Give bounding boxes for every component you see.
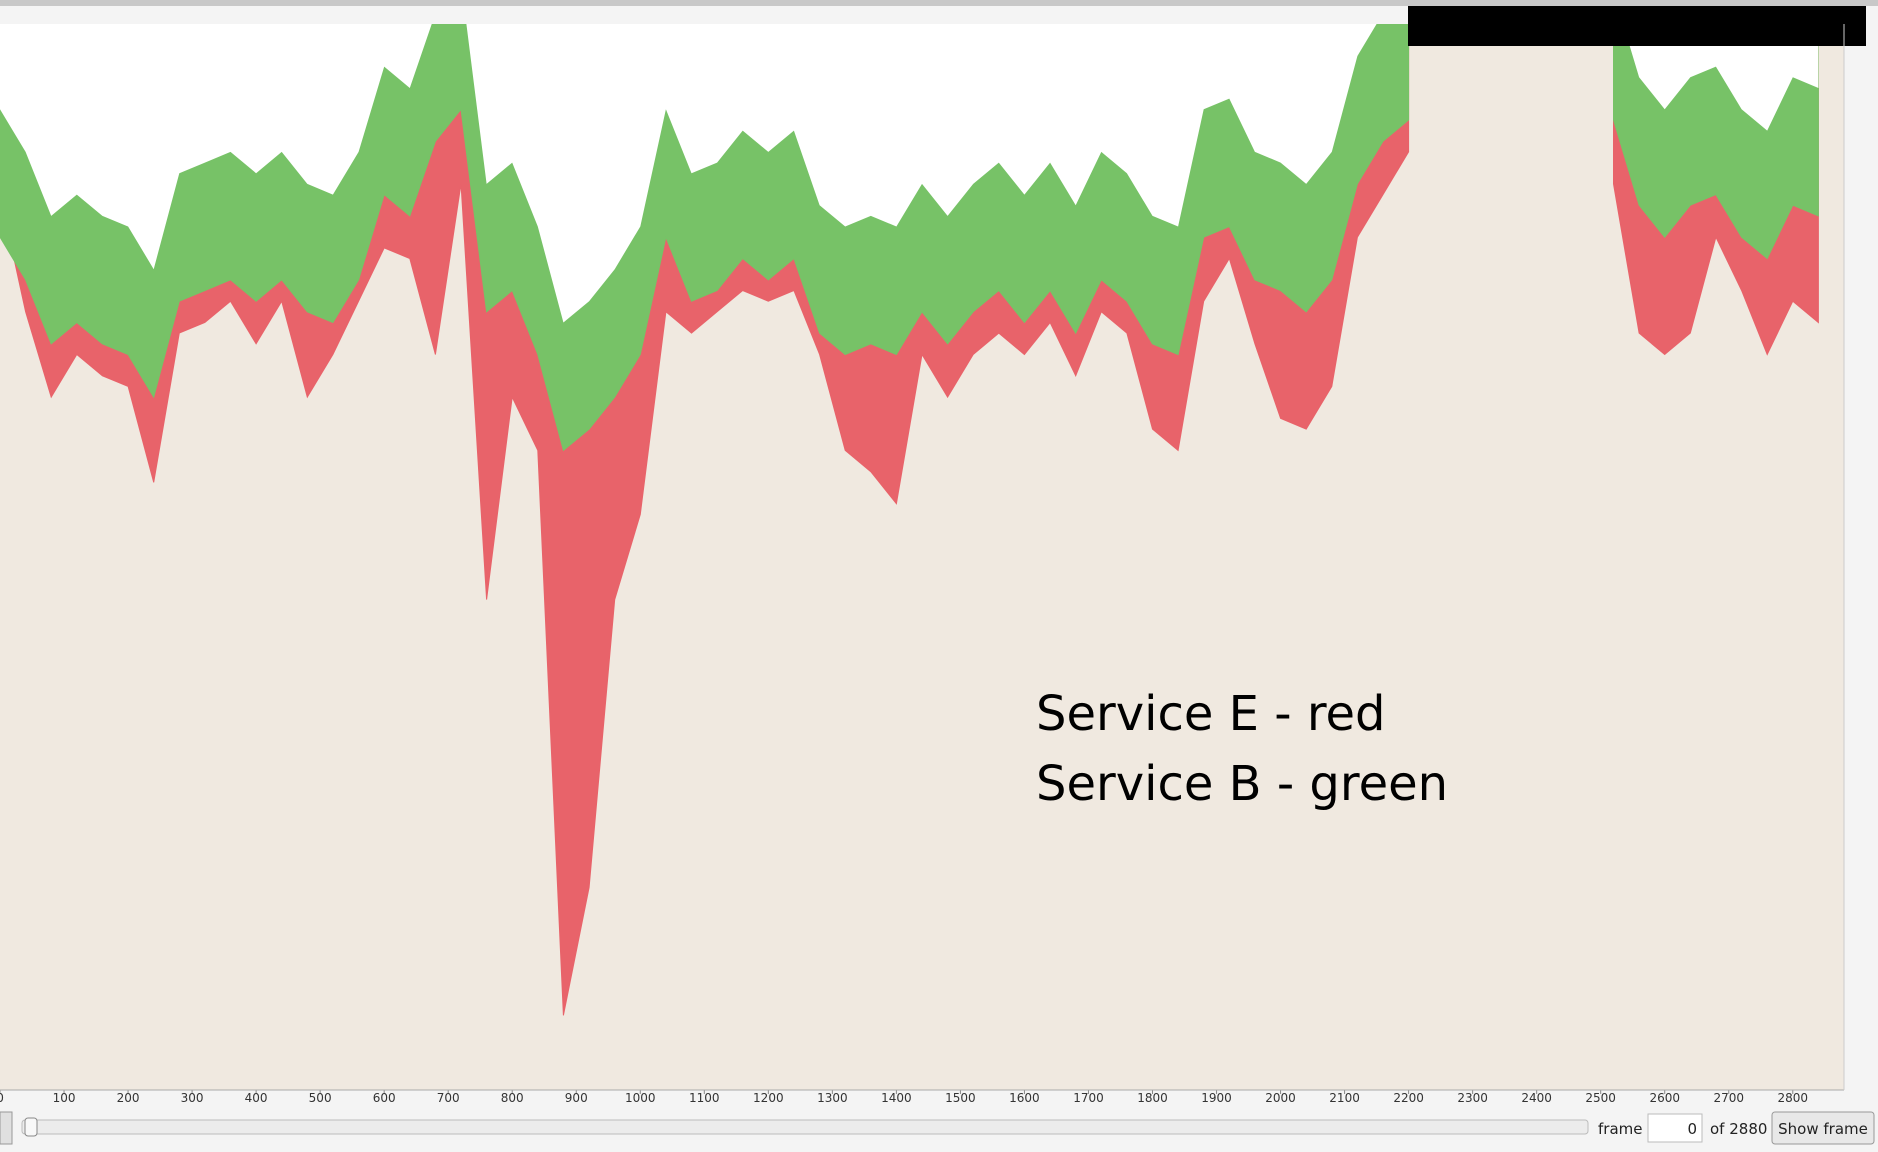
x-tick-label: 2000 [1265,1091,1296,1105]
x-tick-label: 1700 [1073,1091,1104,1105]
show-frame-button-label[interactable]: Show frame [1778,1120,1868,1138]
x-tick-label: 200 [117,1091,140,1105]
left-handle[interactable] [0,1111,13,1145]
x-tick-label: 400 [245,1091,268,1105]
x-tick-label: 1000 [625,1091,656,1105]
annotation: Service E - red [1036,686,1386,742]
frame-slider[interactable] [21,1119,1589,1135]
top-bar [0,0,1878,6]
x-tick-label: 300 [181,1091,204,1105]
x-tick-label: 2600 [1649,1091,1680,1105]
annotation: Service B - green [1036,756,1448,812]
x-tick-label: 100 [53,1091,76,1105]
frame-input-value[interactable]: 0 [1687,1120,1697,1138]
x-tick-label: 2300 [1457,1091,1488,1105]
x-tick-label: 1800 [1137,1091,1168,1105]
x-tick-label: 2800 [1778,1091,1809,1105]
x-tick-label: 2100 [1329,1091,1360,1105]
x-tick-label: 500 [309,1091,332,1105]
slider-thumb[interactable] [24,1117,38,1137]
x-tick-label: 1600 [1009,1091,1040,1105]
x-tick-label: 800 [501,1091,524,1105]
show-frame-button[interactable] [1771,1111,1875,1145]
x-tick-label: 1500 [945,1091,976,1105]
x-tick-label: 1200 [753,1091,784,1105]
frame-total: of 2880 [1710,1120,1767,1138]
x-tick-label: 1100 [689,1091,720,1105]
x-tick-label: 2400 [1521,1091,1552,1105]
x-tick-label: 1300 [817,1091,848,1105]
frame-label: frame [1598,1120,1642,1138]
x-tick-label: 700 [437,1091,460,1105]
series-area [0,24,1819,452]
x-tick-label: 2500 [1585,1091,1616,1105]
x-tick-label: 1900 [1201,1091,1232,1105]
peak-mask [0,24,1819,323]
x-tick-label: 900 [565,1091,588,1105]
frame-input[interactable] [1647,1113,1703,1143]
x-tick-label: 600 [373,1091,396,1105]
x-tick-label: 0 [0,1091,4,1105]
x-tick-label: 1400 [881,1091,912,1105]
redaction-box [1408,6,1866,46]
x-tick-label: 2700 [1713,1091,1744,1105]
x-tick-label: 2200 [1393,1091,1424,1105]
